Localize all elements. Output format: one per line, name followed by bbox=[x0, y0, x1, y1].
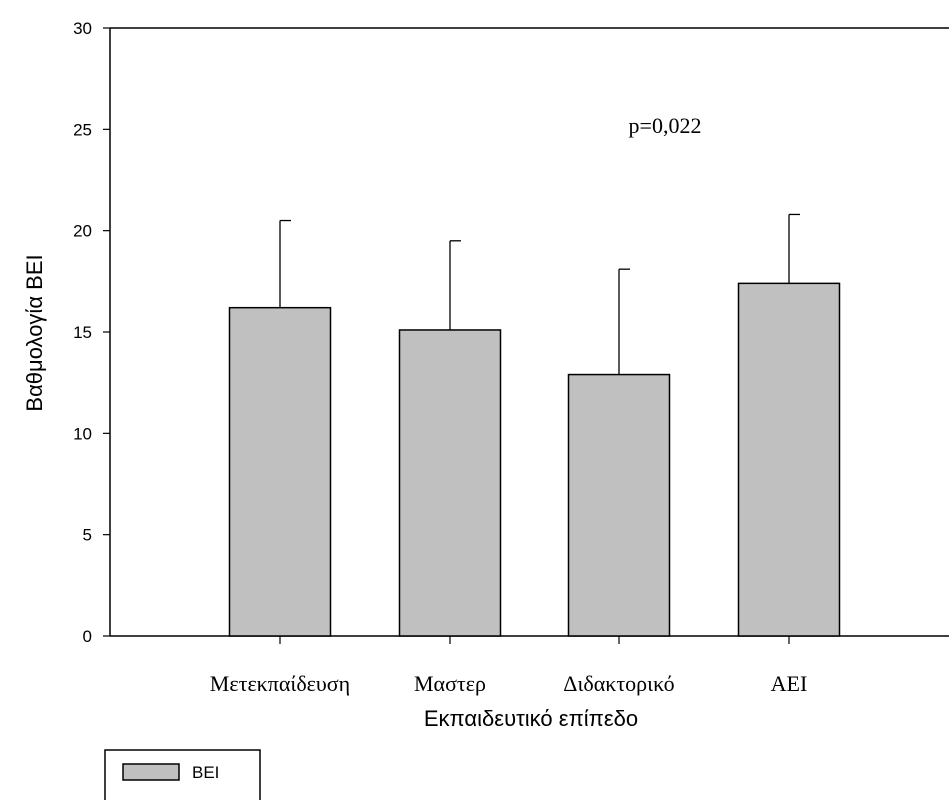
y-tick-label: 30 bbox=[73, 19, 92, 38]
y-tick-label: 10 bbox=[73, 424, 92, 443]
bar bbox=[398, 329, 502, 637]
y-tick-label: 20 bbox=[73, 222, 92, 241]
x-tick-label: Μετεκπαίδευση bbox=[210, 671, 350, 696]
legend-label: BEI bbox=[192, 763, 219, 782]
x-tick-label: Διδακτορικό bbox=[563, 671, 674, 696]
error-bars bbox=[279, 213, 800, 375]
legend: BEI bbox=[104, 749, 261, 800]
y-tick-label: 25 bbox=[73, 120, 92, 139]
legend-swatch bbox=[122, 763, 180, 781]
p-value-annotation: p=0,022 bbox=[629, 113, 702, 138]
bar bbox=[567, 373, 671, 637]
x-tick-label: Μαστερ bbox=[414, 671, 486, 696]
y-tick-label: 5 bbox=[83, 526, 92, 545]
x-axis-title: Εκπαιδευτικό επίπεδο bbox=[424, 706, 638, 731]
x-axis-ticks: Μετεκπαίδευση Μαστερ Διδακτορικό ΑΕΙ bbox=[210, 636, 808, 696]
y-tick-label: 0 bbox=[83, 627, 92, 646]
bar bbox=[737, 282, 841, 637]
bar bbox=[228, 306, 332, 637]
x-tick-label: ΑΕΙ bbox=[771, 671, 808, 696]
y-tick-label: 15 bbox=[73, 323, 92, 342]
y-axis-title: Βαθμολογία BEI bbox=[22, 254, 47, 411]
bars bbox=[228, 282, 841, 637]
y-axis-ticks: 0 5 10 15 20 25 30 bbox=[73, 19, 110, 646]
